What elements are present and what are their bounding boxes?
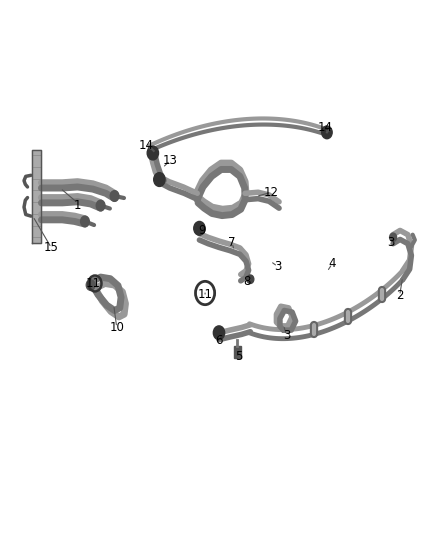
Text: 1: 1 bbox=[74, 199, 81, 212]
Circle shape bbox=[96, 200, 105, 211]
Text: 12: 12 bbox=[264, 186, 279, 199]
Text: 13: 13 bbox=[163, 154, 178, 167]
Circle shape bbox=[110, 191, 119, 201]
Text: 8: 8 bbox=[244, 275, 251, 288]
Text: 11: 11 bbox=[198, 288, 212, 301]
Text: 2: 2 bbox=[396, 289, 403, 302]
Circle shape bbox=[86, 280, 95, 290]
Text: 4: 4 bbox=[328, 257, 336, 270]
Text: 11: 11 bbox=[85, 277, 100, 290]
Text: 5: 5 bbox=[235, 350, 242, 363]
Circle shape bbox=[154, 173, 165, 187]
Circle shape bbox=[322, 126, 332, 139]
Circle shape bbox=[81, 216, 89, 227]
Text: 3: 3 bbox=[283, 329, 290, 342]
Bar bbox=[234, 346, 241, 358]
Text: 3: 3 bbox=[387, 236, 395, 249]
Text: 10: 10 bbox=[110, 321, 124, 334]
Circle shape bbox=[213, 326, 225, 340]
Text: 7: 7 bbox=[228, 236, 236, 249]
Circle shape bbox=[390, 233, 396, 241]
Text: 15: 15 bbox=[44, 241, 59, 254]
Circle shape bbox=[194, 221, 205, 235]
Text: 14: 14 bbox=[318, 121, 333, 134]
Polygon shape bbox=[32, 150, 42, 243]
Text: 9: 9 bbox=[199, 224, 206, 237]
Text: 14: 14 bbox=[139, 139, 154, 152]
Circle shape bbox=[247, 275, 254, 284]
Text: 3: 3 bbox=[274, 260, 282, 273]
Text: 6: 6 bbox=[215, 334, 223, 347]
Circle shape bbox=[147, 146, 159, 160]
